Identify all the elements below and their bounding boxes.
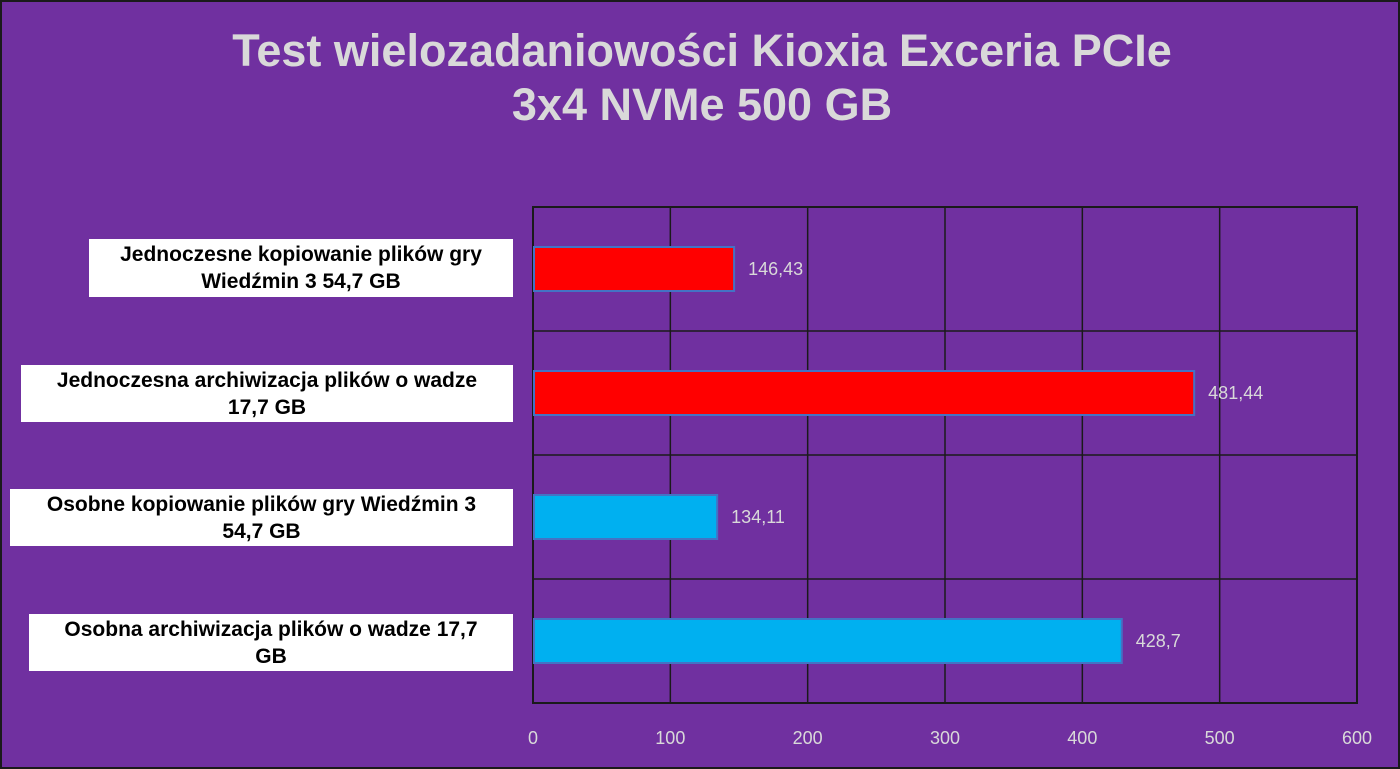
category-label-2: Jednoczesna archiwizacja plików o wadze … [21,365,513,422]
x-tick-label-0: 0 [528,728,538,748]
x-tick-label-100: 100 [655,728,685,748]
category-label-3-line-2: 54,7 GB [222,519,301,543]
category-label-4: Osobna archiwizacja plików o wadze 17,7 … [29,614,513,671]
x-tick-label-400: 400 [1067,728,1097,748]
plot-area-border [532,206,1358,704]
value-label-1: 146,43 [748,259,803,279]
value-label-4: 428,7 [1136,631,1181,651]
category-label-4-line-2: GB [255,644,287,668]
category-label-3: Osobne kopiowanie plików gry Wiedźmin 3 … [10,489,513,546]
category-label-1: Jednoczesne kopiowanie plików gry Wiedźm… [89,239,513,297]
value-label-3: 134,11 [731,507,785,527]
chart-title-line-2: 3x4 NVMe 500 GB [511,79,893,130]
category-label-4-line-1: Osobna archiwizacja plików o wadze 17,7 [64,617,478,641]
x-tick-label-500: 500 [1205,728,1235,748]
bar-4 [533,618,1123,664]
x-tick-label-300: 300 [930,728,960,748]
value-label-2: 481,44 [1208,383,1263,403]
x-tick-label-600: 600 [1342,728,1372,748]
category-label-2-line-2: 17,7 GB [227,395,307,419]
category-label-1-line-1: Jednoczesne kopiowanie plików gry [120,243,482,266]
bar-3 [533,494,719,540]
category-label-2-line-1: Jednoczesna archiwizacja plików o wadze [56,368,478,392]
category-label-1-line-2: Wiedźmin 3 54,7 GB [201,270,401,293]
category-label-3-line-1: Osobne kopiowanie plików gry Wiedźmin 3 [46,492,477,516]
chart-title: Test wielozadaniowości Kioxia Exceria PC… [102,24,1302,132]
bar-2 [533,370,1196,416]
x-tick-label-200: 200 [793,728,823,748]
chart-title-line-1: Test wielozadaniowości Kioxia Exceria PC… [232,25,1172,76]
bar-1 [533,246,736,292]
